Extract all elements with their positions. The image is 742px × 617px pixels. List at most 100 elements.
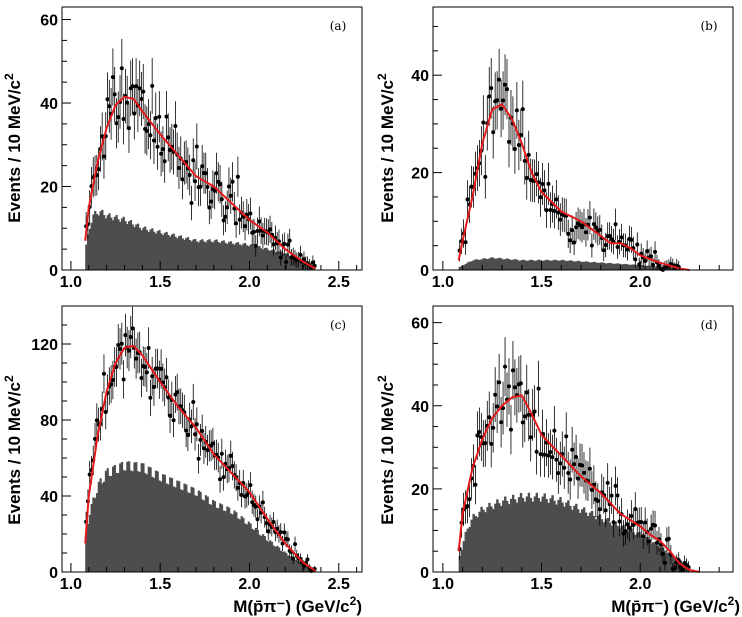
panel-d-histogram-bin — [583, 507, 586, 572]
panel-c-data-point — [128, 335, 133, 340]
panel-b-ylabel: Events / 10 MeV/c2 — [375, 73, 397, 223]
panel-c-data-point — [171, 418, 176, 423]
panel-c-data-point — [118, 346, 123, 351]
panel-d-histogram-bin — [513, 499, 517, 572]
panel-c-y-tick-label: 120 — [31, 337, 58, 354]
panel-d-data-point — [548, 450, 553, 455]
panel-b-histogram-bin — [592, 261, 596, 270]
panel-b-data-point — [589, 243, 594, 248]
panel-b-histogram-bin — [610, 263, 613, 270]
panel-a-data-points — [84, 38, 317, 270]
panel-c-histogram-bin — [263, 536, 266, 572]
panel-a-histogram-bin — [254, 247, 258, 270]
panel-d-data-point — [649, 526, 654, 531]
panel-c-histogram-bin — [126, 461, 129, 572]
panel-a-histogram-bin — [222, 240, 225, 270]
panel-a-data-point — [173, 124, 178, 129]
panel-d-histogram-bin — [622, 524, 625, 572]
panel-b-histogram-bin — [569, 260, 572, 270]
panel-c-histogram-bin — [226, 506, 229, 572]
panel-d-histogram-bin — [531, 501, 535, 572]
panel-b-data-point — [591, 222, 596, 227]
panel-a-data-point — [255, 229, 260, 234]
panel-d-data-point — [550, 455, 555, 460]
panel-d-histogram-bin — [656, 545, 659, 572]
panel-a-histogram-bin — [92, 214, 95, 270]
panel-a-histogram-bin — [237, 242, 240, 270]
panel-b-histogram-bin — [573, 261, 576, 270]
panel-c-histogram-bin — [190, 486, 193, 572]
panel-b-data-point — [607, 233, 612, 238]
panel-d-data-point — [497, 380, 502, 385]
panel-a-histogram-bin — [247, 246, 250, 270]
panel-a-histogram-bin — [274, 251, 277, 270]
panel-d-histogram-bin — [567, 500, 570, 572]
panel-d-background-histogram — [458, 492, 690, 572]
panel-b-data-point — [603, 243, 608, 248]
panel-c-histogram-bin — [88, 514, 91, 572]
panel-c-histogram-bin — [201, 499, 204, 572]
panel-b-data-point — [583, 230, 588, 235]
panel-c-data-point — [266, 529, 271, 534]
panel-b-data-point — [514, 108, 519, 113]
panel-c-histogram-bin — [153, 477, 156, 572]
panel-a-data-point — [193, 179, 198, 184]
panel-b-data-point — [512, 147, 517, 152]
panel-b-data-point — [526, 152, 531, 157]
panel-c-data-point — [291, 556, 296, 561]
panel-a-data-point — [298, 252, 303, 257]
panel-a-histogram-bin — [288, 255, 291, 270]
panel-b-histogram-bin — [488, 258, 491, 270]
panel-a-data-point — [214, 171, 219, 176]
panel-b-histogram-bin — [583, 261, 586, 270]
panel-c-histogram-bin — [278, 547, 281, 572]
panel-d-histogram-bin — [659, 547, 663, 572]
panel-c-histogram-bin — [115, 473, 118, 572]
panel-d-y-tick-label: 0 — [420, 565, 429, 582]
panel-c-data-point — [164, 375, 169, 380]
panel-d-data-point — [574, 454, 579, 459]
panel-c-histogram-bin — [222, 510, 225, 572]
panel-d-histogram-bin — [586, 516, 590, 572]
panel-a-histogram-bin — [99, 211, 102, 270]
panel-b-histogram-bin — [509, 259, 513, 270]
panel-a-histogram-bin — [226, 243, 229, 270]
panel-c-data-point — [271, 520, 276, 525]
panel-d-histogram-bin — [551, 495, 554, 572]
panel-a-histogram-bin — [106, 215, 109, 270]
panel-d-histogram-bin — [498, 503, 501, 572]
panel-b-histogram-bin — [654, 266, 657, 270]
panel-b-histogram-bin — [648, 265, 651, 270]
panel-a-data-point — [160, 147, 165, 152]
panel-d-data-point — [477, 430, 482, 435]
panel-c-histogram-bin — [285, 552, 288, 572]
panel-b-data-point — [542, 188, 547, 193]
panel-d-histogram-bin — [464, 531, 467, 572]
panel-a-histogram-bin — [162, 235, 165, 270]
panel-c-data-point — [110, 378, 115, 383]
panel-a-histogram-bin — [228, 241, 231, 270]
panel-d-data-point — [495, 404, 500, 409]
panel-d-histogram-bin — [604, 519, 608, 572]
panel-b-histogram-bin — [555, 260, 558, 270]
panel-b-histogram-bin — [608, 262, 612, 270]
panel-a-histogram-bin — [204, 242, 208, 270]
panel-a-histogram-bin — [176, 238, 179, 270]
panel-b-data-point — [566, 231, 571, 236]
panel-a-histogram-bin — [197, 242, 200, 270]
panel-d-histogram-bin — [500, 505, 503, 572]
panel-d-x-tick-label: 1.0 — [432, 576, 454, 593]
panel-a-data-point — [148, 133, 153, 138]
panel-d-data-point — [506, 384, 511, 389]
panel-c-data-point — [101, 371, 106, 376]
panel-a-data-point — [207, 205, 212, 210]
panel-c-histogram-bin — [92, 497, 95, 572]
panel-a-data-point — [221, 218, 226, 223]
panel-d-histogram-bin — [480, 506, 483, 572]
panel-d-histogram-bin — [557, 499, 560, 572]
panel-a-data-point — [121, 116, 126, 121]
panel-a-histogram-bin — [103, 215, 106, 270]
panel-c-data-point — [194, 422, 199, 427]
panel-b-histogram-bin — [543, 260, 546, 270]
